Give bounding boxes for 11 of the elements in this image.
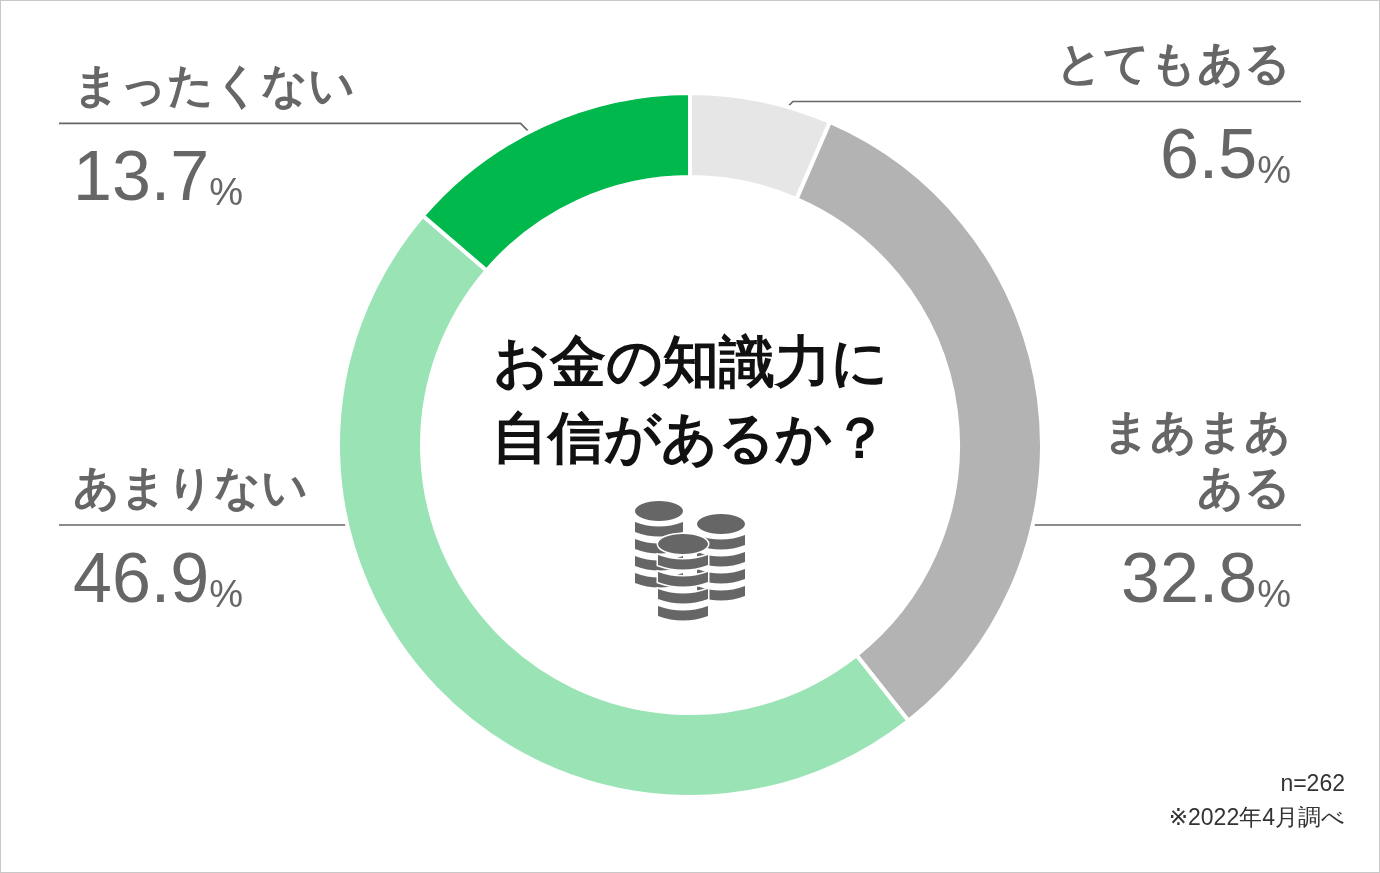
slice-label: とてもある: [1056, 37, 1291, 90]
data-label: 13.7%: [73, 137, 244, 216]
data-label: 6.5%: [1159, 115, 1292, 194]
data-label: 32.8%: [1120, 539, 1292, 617]
text: お金の知識力に自信があるか？: [492, 329, 888, 469]
data-label: 46.9%: [73, 539, 244, 617]
slice-label: まったくない: [73, 59, 355, 112]
text: n=262: [1280, 770, 1345, 796]
slice-label: あまりない: [73, 461, 308, 513]
text: ※2022年4月調べ: [1168, 804, 1345, 830]
slice-label: まあまあある: [1103, 405, 1291, 513]
